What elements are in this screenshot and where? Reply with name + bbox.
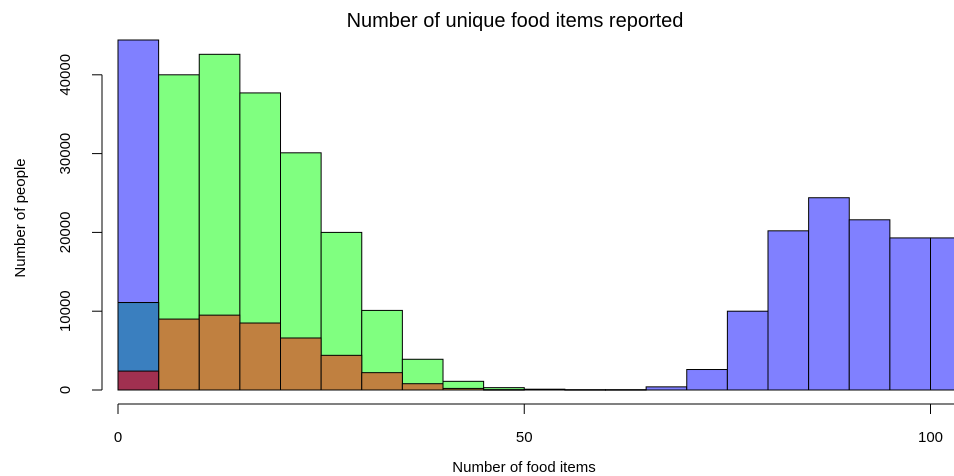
histogram-bar-s4-b0 <box>117 370 160 391</box>
histogram-bar-s0-b4 <box>767 230 810 391</box>
histogram-bar-s0-b8 <box>930 237 954 391</box>
histogram-bar-s1-b10 <box>564 389 607 391</box>
x-axis: 050100150 <box>114 403 954 446</box>
x-tick-label-2: 100 <box>918 429 943 446</box>
histogram-bar-s0-b1 <box>645 386 688 391</box>
histogram-bar-s2-b1 <box>158 318 200 391</box>
x-axis-label: Number of food items <box>452 459 595 476</box>
histogram-bar-s0-b6 <box>848 219 891 391</box>
y-tick-label-3: 30000 <box>57 133 74 175</box>
histogram-bar-s2-b9 <box>483 389 525 391</box>
histogram-bar-s2-b5 <box>320 354 363 391</box>
histogram-bar-s1-b9 <box>523 388 566 391</box>
x-tick-label-1: 50 <box>516 429 533 446</box>
histogram-bar-s2-b4 <box>280 337 322 391</box>
histogram-bar-s2-b6 <box>361 372 403 391</box>
histogram-bar-s0-b3 <box>726 310 769 391</box>
x-tick-label-0: 0 <box>114 429 122 446</box>
histogram-bar-s1-b11 <box>605 389 647 391</box>
y-tick-label-4: 40000 <box>57 54 74 96</box>
y-tick-label-1: 10000 <box>57 290 74 332</box>
histogram-bar-s2-b7 <box>401 383 444 391</box>
histogram-bar-s2-b3 <box>239 322 282 391</box>
y-tick-label-2: 20000 <box>57 212 74 254</box>
chart-title: Number of unique food items reported <box>347 10 684 32</box>
histogram-bar-s2-b2 <box>198 314 241 391</box>
histogram-bar-s0-b2 <box>686 369 728 391</box>
y-axis-label: Number of people <box>12 158 29 277</box>
histogram-bar-s0-b5 <box>808 197 850 391</box>
histogram-bar-s0-b7 <box>889 237 932 391</box>
y-axis: 0 10000 20000 30000 40000 <box>57 54 103 394</box>
y-tick-label-0: 0 <box>57 386 74 394</box>
histogram-bar-s2-b8 <box>442 387 485 391</box>
bars-layer <box>117 39 954 391</box>
